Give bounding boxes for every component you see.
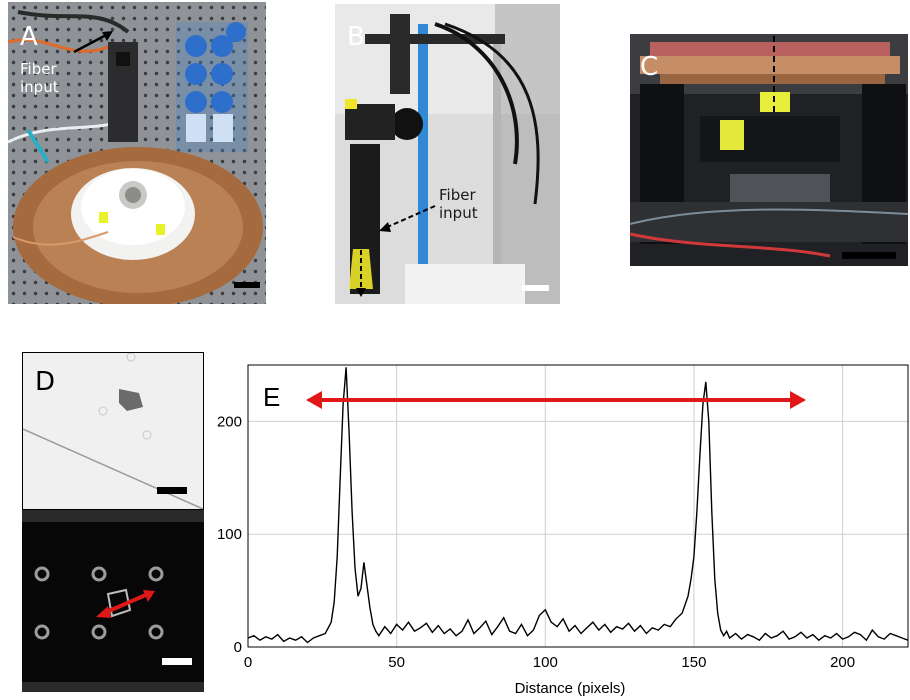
x-tick-label: 50 [388, 654, 405, 671]
panel-d-bottom-image [22, 510, 204, 692]
panel-label-c: C [640, 52, 659, 82]
panel-a-illustration [8, 2, 266, 304]
scale-bar-c [842, 252, 896, 259]
x-tick-label: 150 [681, 654, 706, 671]
y-tick-label: 0 [234, 639, 242, 656]
x-tick-label: 200 [830, 654, 855, 671]
panel-d-top-image: D [22, 352, 204, 510]
chart-grid [247, 365, 908, 648]
x-tick-label: 100 [533, 654, 558, 671]
fiber-input-label-a: Fiber input [20, 60, 59, 96]
panel-c-photo: C [630, 34, 908, 266]
y-tick-label: 200 [217, 413, 242, 430]
chart-frame [247, 364, 909, 648]
arrow-icon [356, 250, 366, 297]
panel-b-photo: B Fiber input [335, 4, 560, 304]
panel-label-b: B [347, 22, 365, 52]
scale-bar-d-top [157, 487, 187, 494]
panel-label-a: A [20, 22, 38, 52]
fiber-input-label-b: Fiber input [439, 186, 478, 222]
x-tick-label: 0 [244, 654, 252, 671]
panel-label-d: D [35, 367, 56, 397]
panel-a-photo: A Fiber input [8, 2, 266, 304]
panel-d-top-illustration [23, 353, 203, 509]
arrow-icon [379, 205, 436, 232]
arrow-icon [73, 31, 113, 54]
panel-label-e: E [263, 382, 280, 412]
x-axis-label: Distance (pixels) [515, 680, 626, 697]
scale-bar-b [522, 285, 549, 291]
chart-series-line [247, 367, 909, 644]
y-tick-label: 100 [217, 526, 242, 543]
chart-ticks: 0 50 100 150 200 0 100 200 [217, 413, 855, 671]
double-headed-arrow-icon [306, 391, 806, 409]
scale-bar-d-bottom [162, 658, 192, 665]
panel-c-illustration [630, 34, 908, 266]
scale-bar-a [234, 282, 260, 288]
panel-b-illustration [335, 4, 560, 304]
double-headed-arrow-icon [96, 590, 155, 618]
